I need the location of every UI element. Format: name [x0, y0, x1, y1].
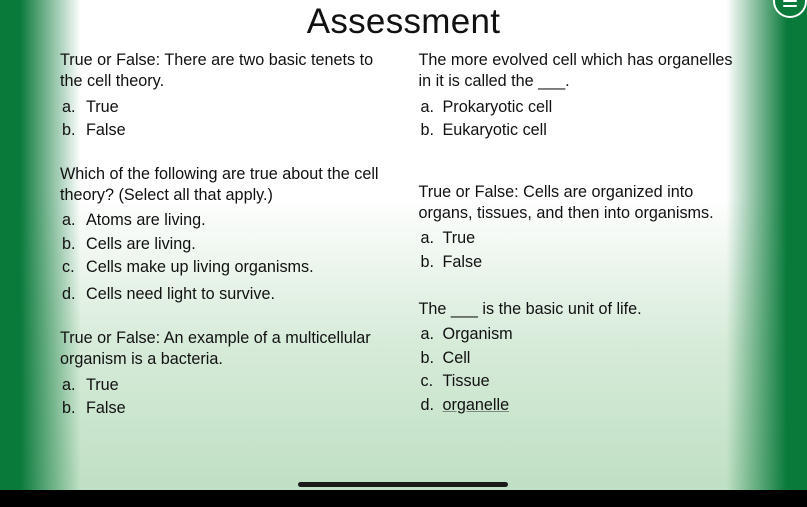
options-list: a.True b.False	[419, 228, 748, 273]
option-item: a.True	[60, 97, 389, 118]
option-item: a.True	[419, 228, 748, 249]
option-letter: c.	[419, 371, 443, 392]
option-item: a.Prokaryotic cell	[419, 97, 748, 118]
option-text: Cells make up living organisms.	[86, 257, 389, 278]
option-text: Atoms are living.	[86, 210, 389, 231]
option-letter: b.	[419, 252, 443, 273]
option-item: a.Organism	[419, 324, 748, 345]
question-block: True or False: Cells are organized into …	[419, 182, 748, 274]
option-item: c.Cells make up living organisms.	[60, 257, 389, 278]
option-item: b.Cells are living.	[60, 234, 389, 255]
option-text: Eukaryotic cell	[443, 120, 748, 141]
question-text: Which of the following are true about th…	[60, 164, 389, 207]
option-item: b.False	[60, 398, 389, 419]
option-item: b.False	[419, 252, 748, 273]
option-letter: b.	[419, 348, 443, 369]
option-text: Cell	[443, 348, 748, 369]
question-block: True or False: There are two basic tenet…	[60, 50, 389, 142]
option-letter: a.	[60, 97, 86, 118]
options-list: a.Prokaryotic cell b.Eukaryotic cell	[419, 97, 748, 142]
assessment-slide: Assessment True or False: There are two …	[0, 0, 807, 490]
option-text: False	[443, 252, 748, 273]
option-text: True	[443, 228, 748, 249]
question-block: Which of the following are true about th…	[60, 164, 389, 306]
option-letter: b.	[419, 120, 443, 141]
option-letter: b.	[60, 120, 86, 141]
option-text: Organism	[443, 324, 748, 345]
question-text: True or False: There are two basic tenet…	[60, 50, 389, 93]
question-block: The ___ is the basic unit of life. a.Org…	[419, 299, 748, 416]
options-list: a.Atoms are living. b.Cells are living. …	[60, 210, 389, 306]
option-text: Prokaryotic cell	[443, 97, 748, 118]
question-text: The more evolved cell which has organell…	[419, 50, 748, 93]
option-letter: d.	[60, 284, 86, 305]
option-text: True	[86, 375, 389, 396]
option-item: a.True	[60, 375, 389, 396]
question-block: The more evolved cell which has organell…	[419, 50, 748, 142]
option-letter: a.	[60, 375, 86, 396]
options-list: a.Organism b.Cell c.Tissue d.organelle	[419, 324, 748, 416]
option-item: d.organelle	[419, 395, 748, 416]
option-text: organelle	[443, 395, 748, 416]
option-item: b.Cell	[419, 348, 748, 369]
option-text: False	[86, 398, 389, 419]
option-item: b.False	[60, 120, 389, 141]
options-list: a.True b.False	[60, 375, 389, 420]
option-item: c.Tissue	[419, 371, 748, 392]
option-text: False	[86, 120, 389, 141]
option-letter: c.	[60, 257, 86, 278]
horizontal-scroll-indicator[interactable]	[298, 482, 508, 487]
option-letter: a.	[419, 97, 443, 118]
hamburger-icon	[783, 5, 797, 7]
option-letter: d.	[419, 395, 443, 416]
question-text: True or False: An example of a multicell…	[60, 328, 389, 371]
options-list: a.True b.False	[60, 97, 389, 142]
option-item: d.Cells need light to survive.	[60, 284, 389, 305]
option-letter: a.	[419, 228, 443, 249]
option-text: Cells need light to survive.	[86, 284, 389, 305]
right-column: The more evolved cell which has organell…	[419, 50, 748, 421]
slide-title: Assessment	[60, 0, 747, 50]
option-letter: a.	[60, 210, 86, 231]
columns: True or False: There are two basic tenet…	[60, 50, 747, 421]
option-item: a.Atoms are living.	[60, 210, 389, 231]
left-column: True or False: There are two basic tenet…	[60, 50, 389, 421]
option-letter: b.	[60, 234, 86, 255]
question-text: The ___ is the basic unit of life.	[419, 299, 748, 320]
question-text: True or False: Cells are organized into …	[419, 182, 748, 225]
hamburger-icon	[783, 0, 797, 2]
question-block: True or False: An example of a multicell…	[60, 328, 389, 420]
option-item: b.Eukaryotic cell	[419, 120, 748, 141]
option-text: Tissue	[443, 371, 748, 392]
option-text: Cells are living.	[86, 234, 389, 255]
option-letter: a.	[419, 324, 443, 345]
option-text: True	[86, 97, 389, 118]
option-letter: b.	[60, 398, 86, 419]
